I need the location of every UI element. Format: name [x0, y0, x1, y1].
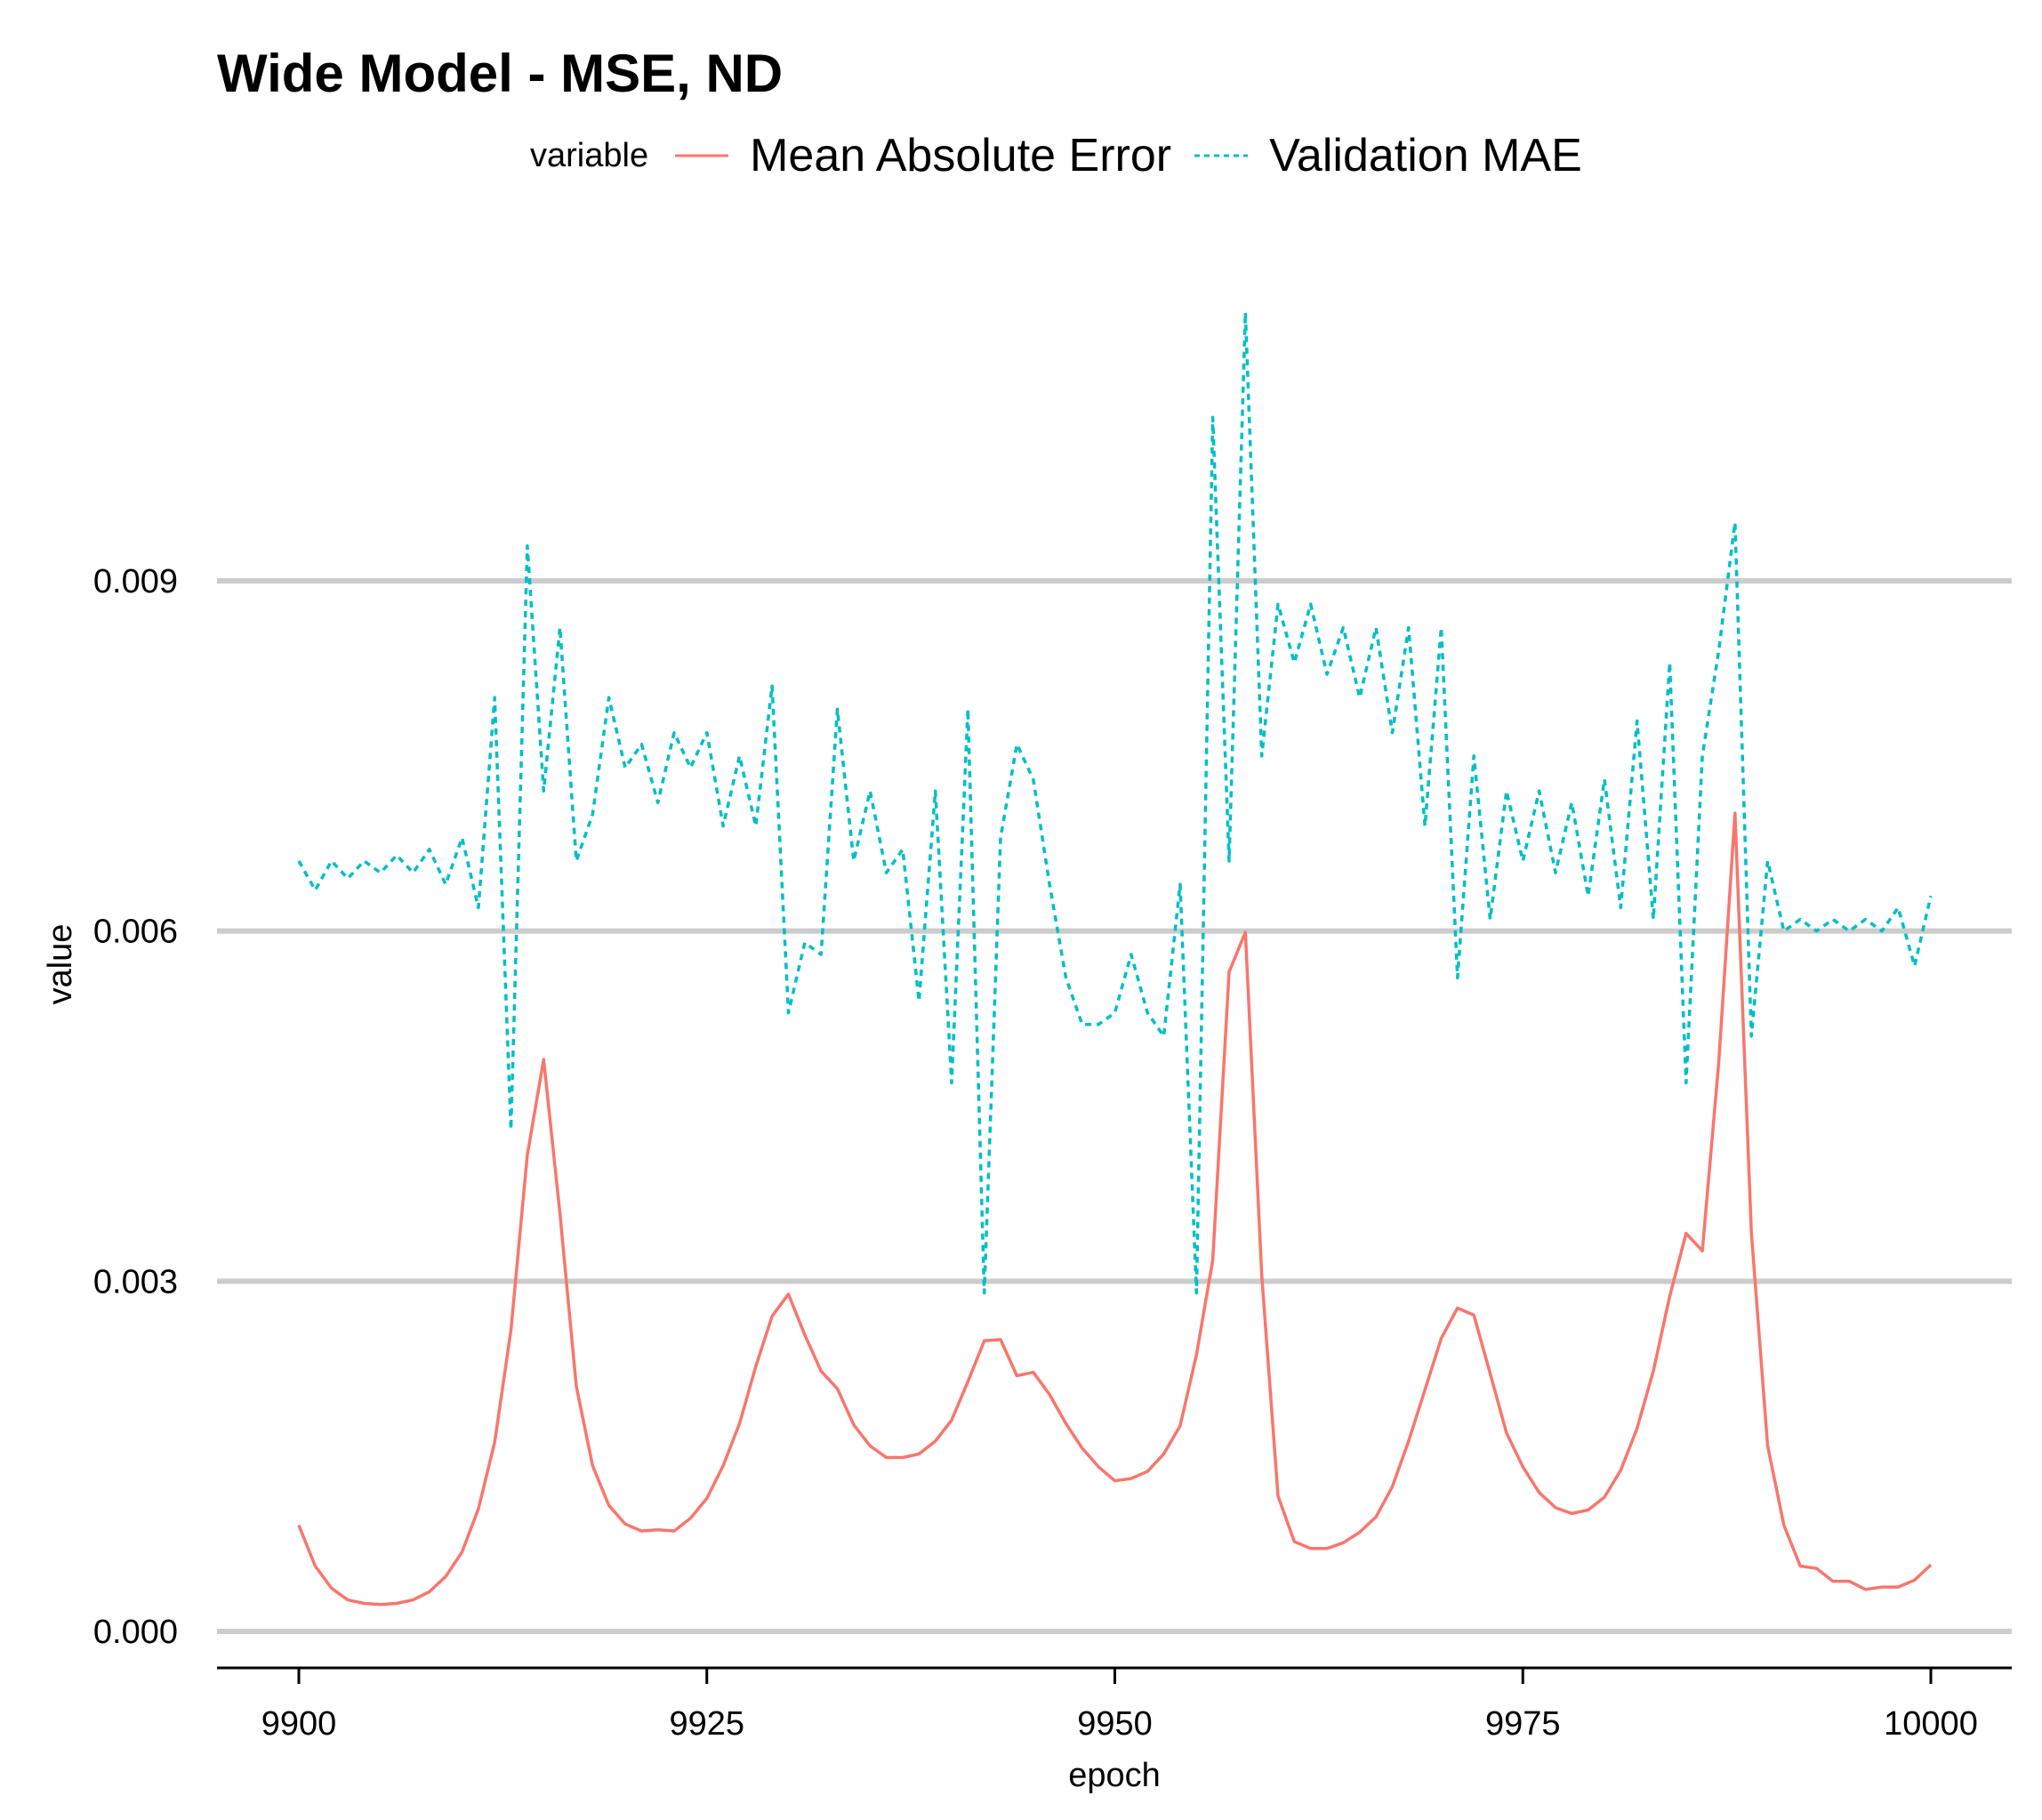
x-tick-label: 9925 [669, 1705, 744, 1743]
y-tick-label: 0.006 [93, 914, 178, 951]
series-lines [297, 310, 1933, 1607]
y-tick-label: 0.000 [93, 1614, 178, 1651]
legend-key-dashed-line [1194, 154, 1249, 157]
x-tick-label: 9975 [1485, 1705, 1561, 1743]
legend-item-validation-mae: Validation MAE [1194, 129, 1582, 182]
legend-label: Validation MAE [1269, 130, 1582, 181]
legend-label: Mean Absolute Error [750, 130, 1172, 181]
series-line-validation-mae [297, 310, 1933, 1295]
legend-key-solid-line [675, 154, 729, 157]
y-axis-ticks: 0.000 0.003 0.006 0.009 [93, 563, 178, 1651]
chart-title: Wide Model - MSE, ND [217, 44, 784, 103]
x-axis-ticks: 9900 9925 9950 9975 10000 [261, 1668, 1978, 1743]
y-axis-title: value [42, 924, 79, 1005]
legend: variable Mean Absolute Error Validation … [530, 125, 1605, 187]
x-tick-label: 9900 [261, 1705, 337, 1743]
legend-item-mean-absolute-error: Mean Absolute Error [675, 129, 1171, 182]
y-tick-label: 0.009 [93, 563, 178, 600]
legend-title: variable [530, 136, 649, 174]
x-tick-label: 10000 [1884, 1705, 1978, 1743]
series-line-mean-absolute-error [297, 811, 1933, 1607]
x-tick-label: 9950 [1077, 1705, 1153, 1743]
x-axis-title: epoch [1068, 1757, 1161, 1794]
y-tick-label: 0.003 [93, 1263, 178, 1301]
